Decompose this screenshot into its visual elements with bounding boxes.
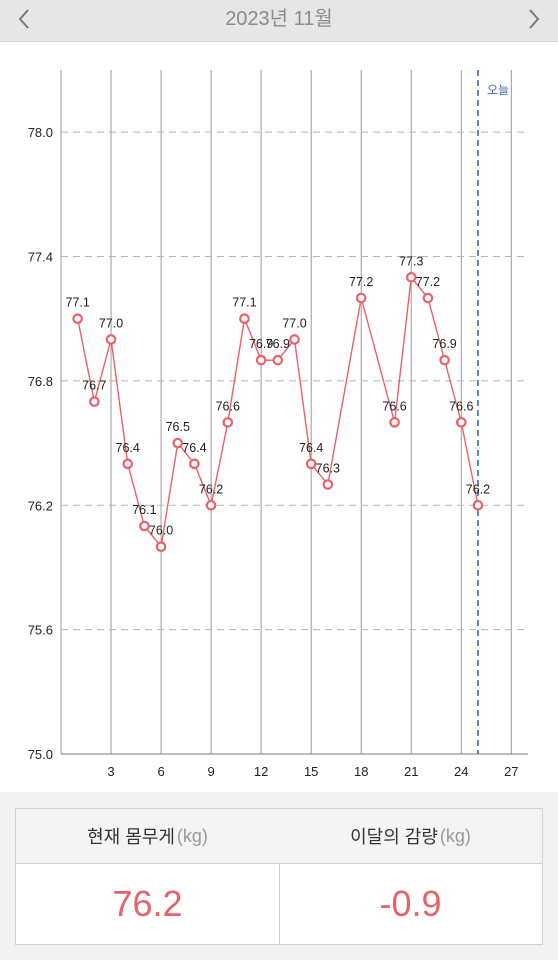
data-point [72,313,83,325]
x-tick-label: 15 [304,764,318,779]
data-label: 76.2 [199,482,223,496]
data-label: 77.2 [349,275,373,289]
data-point [189,458,200,470]
data-point [289,334,300,345]
current-weight-label: 현재 몸무게 [87,827,175,847]
weight-chart: 75.0 75.6 76.2 76.8 77.4 78.0 3 6 9 12 15 18 21 24 27 오… [0,42,558,792]
data-point [355,292,367,304]
data-label: 76.9 [266,337,290,351]
data-point [422,292,434,304]
data-label: 76.7 [82,379,106,393]
data-label: 76.6 [382,399,406,413]
month-header: 2023년 11월 [0,0,558,42]
y-tick-label: 76.2 [28,498,53,513]
data-label: 77.0 [282,316,306,330]
data-point [472,499,484,511]
data-label: 77.3 [399,254,423,268]
current-weight-unit: (kg) [176,825,208,846]
y-tick-label: 75.6 [28,623,53,638]
month-title: 2023년 11월 [225,8,333,30]
x-tick-label: 21 [404,764,418,779]
y-tick-label: 75.0 [28,747,53,762]
data-label: 77.1 [232,296,256,310]
data-label: 77.0 [99,316,123,330]
summary-table: 현재 몸무게 (kg) 76.2 이달의 감량 (kg) -0.9 [15,808,543,945]
data-label: 76.6 [216,399,240,413]
data-point [155,541,167,553]
data-point [89,396,100,407]
x-tick-label: 24 [454,764,468,779]
x-tick-label: 3 [107,764,114,779]
data-label: 76.4 [116,441,140,455]
x-tick-label: 27 [504,764,518,779]
data-label: 76.0 [149,524,173,538]
data-label: 77.2 [416,275,440,289]
x-tick-label: 18 [354,764,368,779]
data-label: 76.4 [299,441,323,455]
data-label: 76.3 [316,462,340,476]
data-point [322,479,334,490]
data-point [172,437,184,449]
y-tick-label: 77.4 [28,250,53,265]
today-label: 오늘 [487,83,509,97]
data-label: 76.2 [466,482,490,496]
data-point [389,417,400,428]
data-point [105,334,117,345]
month-change-value: -0.9 [379,883,442,924]
data-label: 76.6 [449,399,473,413]
y-tick-label: 76.8 [28,374,53,389]
x-tick-label: 12 [254,764,268,779]
month-change-label: 이달의 감량 [350,827,438,847]
data-point [305,458,317,470]
month-change-header: 이달의 감량 (kg) [279,809,542,864]
next-month-button[interactable] [512,0,556,38]
data-label: 77.1 [66,296,90,310]
data-point [455,417,467,428]
current-weight-column: 현재 몸무게 (kg) 76.2 [16,809,280,944]
prev-month-button[interactable] [2,0,46,38]
chevron-right-icon [529,9,540,29]
current-weight-value: 76.2 [112,883,183,924]
data-label: 76.9 [432,337,456,351]
data-label: 76.9 [249,337,273,351]
data-point [255,354,267,366]
data-label: 76.4 [182,441,206,455]
data-label: 76.1 [132,503,156,517]
data-point [205,499,217,511]
y-tick-label: 78.0 [28,125,53,140]
data-point [405,271,417,283]
month-change-unit: (kg) [439,825,471,846]
data-point [139,520,150,532]
month-change-column: 이달의 감량 (kg) -0.9 [279,809,542,944]
data-point [239,313,250,325]
data-label: 76.5 [166,420,190,434]
data-point [439,354,450,366]
x-tick-label: 6 [157,764,164,779]
chevron-left-icon [18,9,29,29]
weight-line-chart: 75.0 75.6 76.2 76.8 77.4 78.0 3 6 9 12 15 18 21 24 27 오… [28,70,528,779]
current-weight-header: 현재 몸무게 (kg) [16,809,279,864]
x-tick-label: 9 [207,764,214,779]
data-point [272,354,284,366]
data-point [122,458,134,470]
data-point [222,417,234,428]
